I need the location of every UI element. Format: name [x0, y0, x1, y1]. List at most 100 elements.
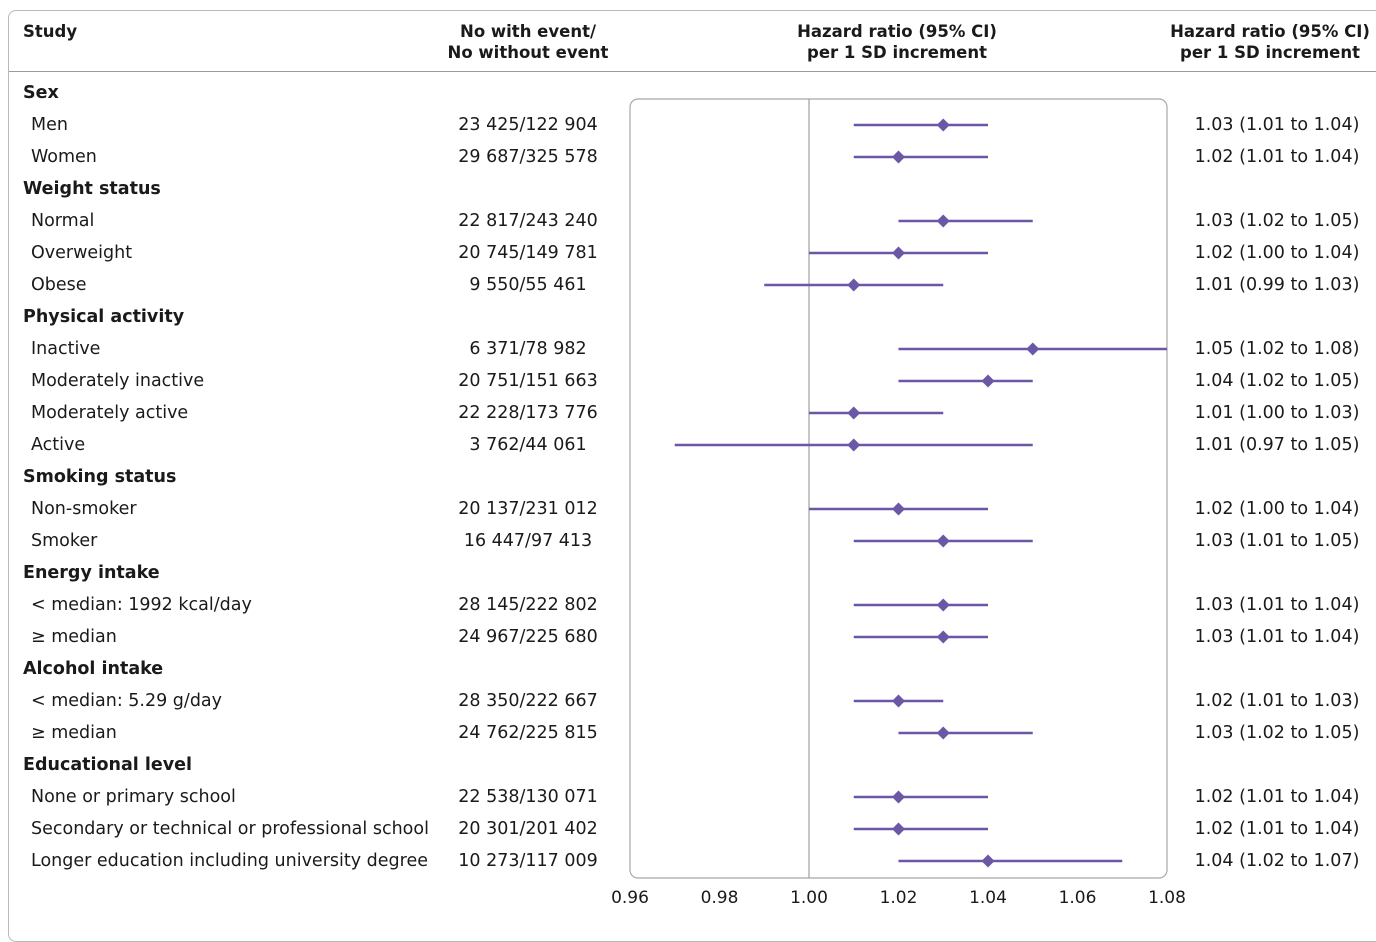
hr-marker	[936, 534, 950, 548]
row-label: Non-smoker	[31, 499, 137, 519]
events-count: 22 817/243 240	[458, 211, 598, 231]
hr-marker	[936, 726, 950, 740]
study-row: Inactive 6 371/78 982 1.05 (1.02 to 1.08)	[0, 333, 1376, 365]
events-count: 24 967/225 680	[458, 627, 598, 647]
row-label: < median: 5.29 g/day	[31, 691, 223, 711]
header-plot: Hazard ratio (95% CI) per 1 SD increment	[757, 21, 1037, 63]
study-row: Non-smoker 20 137/231 012 1.02 (1.00 to 1.…	[0, 493, 1376, 525]
hazard-ratio-text: 1.03 (1.01 to 1.04)	[1194, 627, 1360, 647]
events-count: 22 228/173 776	[458, 403, 598, 423]
hr-marker	[892, 150, 905, 164]
events-count: 22 538/130 071	[458, 787, 598, 807]
hr-marker	[936, 118, 950, 132]
study-row: ≥ median 24 967/225 680 1.03 (1.01 to 1.04…	[0, 621, 1376, 653]
group-row: Sex	[0, 77, 1376, 109]
study-row: Moderately active 22 228/173 776 1.01 (1.0…	[0, 397, 1376, 429]
group-row: Educational level	[0, 749, 1376, 781]
row-label: Smoker	[31, 531, 98, 551]
row-label: < median: 1992 kcal/day	[31, 595, 252, 615]
header-ci-line2: per 1 SD increment	[1180, 43, 1360, 62]
group-row: Weight status	[0, 173, 1376, 205]
events-count: 6 371/78 982	[469, 339, 587, 359]
hr-marker	[892, 246, 905, 260]
events-count: 10 273/117 009	[458, 851, 598, 871]
events-count: 24 762/225 815	[458, 723, 598, 743]
study-row: Secondary or technical or professional s…	[0, 813, 1376, 845]
hazard-ratio-text: 1.02 (1.01 to 1.04)	[1194, 147, 1360, 167]
hazard-ratio-text: 1.05 (1.02 to 1.08)	[1194, 339, 1360, 359]
events-count: 16 447/97 413	[463, 531, 593, 551]
events-count: 3 762/44 061	[469, 435, 587, 455]
row-label: Moderately inactive	[31, 371, 205, 391]
events-count: 29 687/325 578	[458, 147, 598, 167]
header-plot-line2: per 1 SD increment	[807, 43, 987, 62]
study-row: Smoker 16 447/97 413 1.03 (1.01 to 1.05)	[0, 525, 1376, 557]
header-plot-line1: Hazard ratio (95% CI)	[797, 22, 997, 41]
row-label: Longer education including university de…	[31, 851, 428, 871]
hr-marker	[981, 854, 995, 868]
study-row: Active 3 762/44 061 1.01 (0.97 to 1.05)	[0, 429, 1376, 461]
header-events-line2: No without event	[447, 43, 609, 62]
hazard-ratio-text: 1.02 (1.01 to 1.04)	[1194, 819, 1360, 839]
header-study: Study	[23, 22, 78, 41]
x-tick-label: 1.02	[880, 888, 918, 908]
header-ci: Hazard ratio (95% CI) per 1 SD increment	[1150, 21, 1376, 63]
hr-marker	[892, 502, 905, 516]
group-label: Physical activity	[23, 307, 185, 327]
hazard-ratio-text: 1.02 (1.01 to 1.03)	[1194, 691, 1360, 711]
row-label: Moderately active	[31, 403, 189, 423]
hazard-ratio-text: 1.01 (1.00 to 1.03)	[1194, 403, 1360, 423]
hazard-ratio-text: 1.03 (1.02 to 1.05)	[1194, 211, 1360, 231]
hazard-ratio-text: 1.02 (1.00 to 1.04)	[1194, 243, 1360, 263]
hr-marker	[936, 630, 950, 644]
hazard-ratio-text: 1.04 (1.02 to 1.07)	[1194, 851, 1360, 871]
study-row: < median: 1992 kcal/day 28 145/222 802 1.0…	[0, 589, 1376, 621]
hr-marker	[1026, 342, 1040, 356]
events-count: 28 350/222 667	[458, 691, 598, 711]
study-row: ≥ median 24 762/225 815 1.03 (1.02 to 1.05…	[0, 717, 1376, 749]
header-divider	[9, 71, 1376, 72]
hr-marker	[847, 406, 861, 420]
x-tick-label: 0.98	[701, 888, 739, 908]
hr-marker	[847, 278, 861, 292]
group-label: Sex	[23, 83, 59, 103]
hazard-ratio-text: 1.01 (0.97 to 1.05)	[1194, 435, 1360, 455]
study-row: Longer education including university de…	[0, 845, 1376, 877]
group-row: Energy intake	[0, 557, 1376, 589]
hr-marker	[892, 790, 905, 804]
header-events-line1: No with event/	[460, 22, 596, 41]
header-ci-line1: Hazard ratio (95% CI)	[1170, 22, 1370, 41]
row-label: None or primary school	[31, 787, 236, 807]
row-label: Inactive	[31, 339, 101, 359]
hazard-ratio-text: 1.03 (1.01 to 1.05)	[1194, 531, 1360, 551]
study-row: Normal 22 817/243 240 1.03 (1.02 to 1.05)	[0, 205, 1376, 237]
header-events: No with event/ No without event	[418, 21, 638, 63]
hazard-ratio-text: 1.02 (1.01 to 1.04)	[1194, 787, 1360, 807]
events-count: 28 145/222 802	[458, 595, 598, 615]
group-row: Physical activity	[0, 301, 1376, 333]
study-row: Men 23 425/122 904 1.03 (1.01 to 1.04)	[0, 109, 1376, 141]
hazard-ratio-text: 1.03 (1.01 to 1.04)	[1194, 115, 1360, 135]
group-label: Weight status	[23, 179, 161, 199]
events-count: 20 745/149 781	[458, 243, 598, 263]
row-label: ≥ median	[31, 627, 117, 647]
row-label: Overweight	[31, 243, 133, 263]
x-tick-label: 1.08	[1148, 888, 1186, 908]
x-tick-label: 1.04	[969, 888, 1007, 908]
hazard-ratio-text: 1.02 (1.00 to 1.04)	[1194, 499, 1360, 519]
study-row: None or primary school 22 538/130 071 1.02…	[0, 781, 1376, 813]
study-row: < median: 5.29 g/day 28 350/222 667 1.02 (…	[0, 685, 1376, 717]
study-row: Obese 9 550/55 461 1.01 (0.99 to 1.03)	[0, 269, 1376, 301]
study-row: Overweight 20 745/149 781 1.02 (1.00 to 1.…	[0, 237, 1376, 269]
row-label: ≥ median	[31, 723, 117, 743]
row-label: Women	[31, 147, 97, 167]
row-label: Normal	[31, 211, 95, 231]
hr-marker	[847, 438, 861, 452]
group-label: Alcohol intake	[23, 659, 164, 679]
hr-marker	[892, 694, 905, 708]
hazard-ratio-text: 1.01 (0.99 to 1.03)	[1194, 275, 1360, 295]
hr-marker	[981, 374, 995, 388]
x-tick-label: 0.96	[611, 888, 649, 908]
group-label: Educational level	[23, 755, 193, 775]
events-count: 20 301/201 402	[458, 819, 598, 839]
